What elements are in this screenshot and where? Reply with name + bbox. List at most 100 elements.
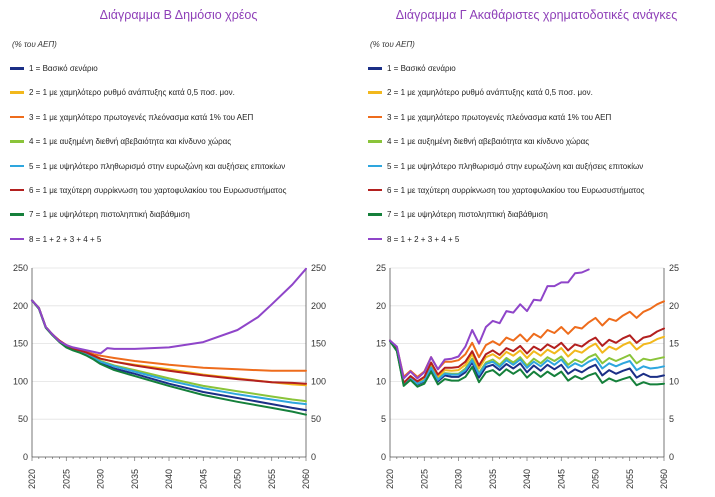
x-tick-label: 2060 xyxy=(659,469,669,489)
legend-swatch xyxy=(10,213,24,216)
series-line xyxy=(389,327,665,384)
legend-swatch xyxy=(10,188,24,192)
y-tick-label-right: 0 xyxy=(311,452,316,462)
unit-label: (% του ΑΕΠ) xyxy=(12,40,57,49)
legend-label: 5 = 1 με υψηλότερο πληθωρισμό στην ευρωζ… xyxy=(29,161,286,171)
legend-swatch xyxy=(10,67,24,70)
y-tick-label-left: 5 xyxy=(381,414,386,424)
legend-item: 4 = 1 με αυξημένη διεθνή αβεβαιότητα και… xyxy=(10,136,286,160)
legend-swatch xyxy=(10,91,24,94)
legend-swatch xyxy=(10,164,24,168)
y-tick-label-left: 250 xyxy=(13,263,28,273)
legend-label: 7 = 1 με υψηλότερη πιστοληπτική διαβάθμι… xyxy=(29,210,190,220)
legend-swatch xyxy=(368,237,382,241)
x-tick-label: 2020 xyxy=(27,469,37,489)
legend-swatch xyxy=(368,67,382,70)
y-tick-label-left: 0 xyxy=(23,452,28,462)
x-tick-label: 2025 xyxy=(419,469,429,489)
series-line xyxy=(31,299,307,406)
legend-swatch xyxy=(10,140,24,143)
legend-item: 6 = 1 με ταχύτερη συρρίκνωση του χαρτοφυ… xyxy=(368,185,644,209)
legend-item: 2 = 1 με χαμηλότερο ρυθμό ανάπτυξης κατά… xyxy=(368,87,644,111)
legend-item: 3 = 1 με χαμηλότερο πρωτογενές πλεόνασμα… xyxy=(368,112,644,136)
x-tick-label: 2060 xyxy=(301,469,311,489)
y-tick-label-left: 25 xyxy=(376,263,386,273)
series-line xyxy=(31,299,307,387)
legend-item: 1 = Βασικό σενάριο xyxy=(10,63,286,87)
x-tick-label: 2045 xyxy=(198,469,208,489)
y-tick-label-right: 5 xyxy=(669,414,674,424)
series-line xyxy=(389,340,665,388)
y-tick-label-right: 10 xyxy=(669,376,679,386)
legend-item: 8 = 1 + 2 + 3 + 4 + 5 xyxy=(368,234,644,258)
legend-label: 1 = Βασικό σενάριο xyxy=(387,64,456,73)
y-tick-label-right: 25 xyxy=(669,263,679,273)
legend-swatch xyxy=(368,115,382,119)
legend-label: 1 = Βασικό σενάριο xyxy=(29,64,98,73)
series-line xyxy=(389,335,665,386)
x-tick-label: 2045 xyxy=(556,469,566,489)
legend-item: 7 = 1 με υψηλότερη πιστοληπτική διαβάθμι… xyxy=(10,209,286,233)
unit-label: (% του ΑΕΠ) xyxy=(370,40,415,49)
legend-swatch xyxy=(368,188,382,192)
y-tick-label-left: 20 xyxy=(376,301,386,311)
x-tick-label: 2030 xyxy=(96,469,106,489)
x-tick-label: 2050 xyxy=(233,469,243,489)
legend-label: 4 = 1 με αυξημένη διεθνή αβεβαιότητα και… xyxy=(387,137,590,147)
legend-item: 7 = 1 με υψηλότερη πιστοληπτική διαβάθμι… xyxy=(368,209,644,233)
y-tick-label-left: 150 xyxy=(13,339,28,349)
y-tick-label-left: 15 xyxy=(376,339,386,349)
chart-title: Διάγραμμα Γ Ακαθάριστες χρηματοδοτικές α… xyxy=(395,8,678,22)
legend-item: 1 = Βασικό σενάριο xyxy=(368,63,644,87)
x-tick-label: 2020 xyxy=(385,469,395,489)
chart-panel-gross-financing-needs: Διάγραμμα Γ Ακαθάριστες χρηματοδοτικές α… xyxy=(358,0,715,497)
y-tick-label-left: 200 xyxy=(13,301,28,311)
legend-label: 6 = 1 με ταχύτερη συρρίκνωση του χαρτοφυ… xyxy=(29,185,287,195)
legend: 1 = Βασικό σενάριο 2 = 1 με χαμηλότερο ρυ… xyxy=(10,63,286,258)
legend-label: 5 = 1 με υψηλότερο πληθωρισμό στην ευρωζ… xyxy=(387,161,644,171)
legend-item: 5 = 1 με υψηλότερο πληθωρισμό στην ευρωζ… xyxy=(368,161,644,185)
y-tick-label-right: 150 xyxy=(311,339,326,349)
x-tick-label: 2040 xyxy=(164,469,174,489)
series-line xyxy=(389,339,665,386)
legend-item: 8 = 1 + 2 + 3 + 4 + 5 xyxy=(10,234,286,258)
legend-label: 3 = 1 με χαμηλότερο πρωτογενές πλεόνασμα… xyxy=(387,112,612,122)
y-tick-label-left: 100 xyxy=(13,376,28,386)
legend-label: 2 = 1 με χαμηλότερο ρυθμό ανάπτυξης κατά… xyxy=(387,88,593,98)
legend-swatch xyxy=(368,164,382,168)
legend-label: 7 = 1 με υψηλότερη πιστοληπτική διαβάθμι… xyxy=(387,210,548,220)
y-tick-label-right: 15 xyxy=(669,339,679,349)
x-tick-label: 2035 xyxy=(130,469,140,489)
legend-item: 6 = 1 με ταχύτερη συρρίκνωση του χαρτοφυ… xyxy=(10,185,286,209)
legend-swatch xyxy=(10,115,24,119)
y-tick-label-right: 200 xyxy=(311,301,326,311)
y-tick-label-right: 100 xyxy=(311,376,326,386)
series-line xyxy=(31,299,307,412)
legend-swatch xyxy=(368,140,382,143)
y-tick-label-right: 0 xyxy=(669,452,674,462)
chart-title: Διάγραμμα Β Δημόσιο χρέος xyxy=(99,8,258,22)
series-line xyxy=(389,268,590,380)
legend-item: 4 = 1 με αυξημένη διεθνή αβεβαιότητα και… xyxy=(368,136,644,160)
x-tick-label: 2055 xyxy=(625,469,635,489)
legend-label: 6 = 1 με ταχύτερη συρρίκνωση του χαρτοφυ… xyxy=(387,185,645,195)
legend-item: 2 = 1 με χαμηλότερο ρυθμό ανάπτυξης κατά… xyxy=(10,87,286,111)
legend-swatch xyxy=(368,91,382,94)
chart-panel-public-debt: Διάγραμμα Β Δημόσιο χρέος (% του ΑΕΠ) 1 … xyxy=(0,0,357,497)
legend-label: 8 = 1 + 2 + 3 + 4 + 5 xyxy=(387,234,460,244)
series-line xyxy=(31,267,307,355)
legend-swatch xyxy=(10,237,24,241)
x-tick-label: 2040 xyxy=(522,469,532,489)
x-tick-label: 2030 xyxy=(454,469,464,489)
legend-label: 3 = 1 με χαμηλότερο πρωτογενές πλεόνασμα… xyxy=(29,112,254,122)
legend-label: 8 = 1 + 2 + 3 + 4 + 5 xyxy=(29,234,102,244)
x-tick-label: 2035 xyxy=(488,469,498,489)
y-tick-label-left: 10 xyxy=(376,376,386,386)
legend-item: 5 = 1 με υψηλότερο πληθωρισμό στην ευρωζ… xyxy=(10,161,286,185)
legend-swatch xyxy=(368,213,382,216)
y-tick-label-left: 0 xyxy=(381,452,386,462)
legend-item: 3 = 1 με χαμηλότερο πρωτογενές πλεόνασμα… xyxy=(10,112,286,136)
legend: 1 = Βασικό σενάριο 2 = 1 με χαμηλότερο ρυ… xyxy=(368,63,644,258)
y-tick-label-right: 20 xyxy=(669,301,679,311)
